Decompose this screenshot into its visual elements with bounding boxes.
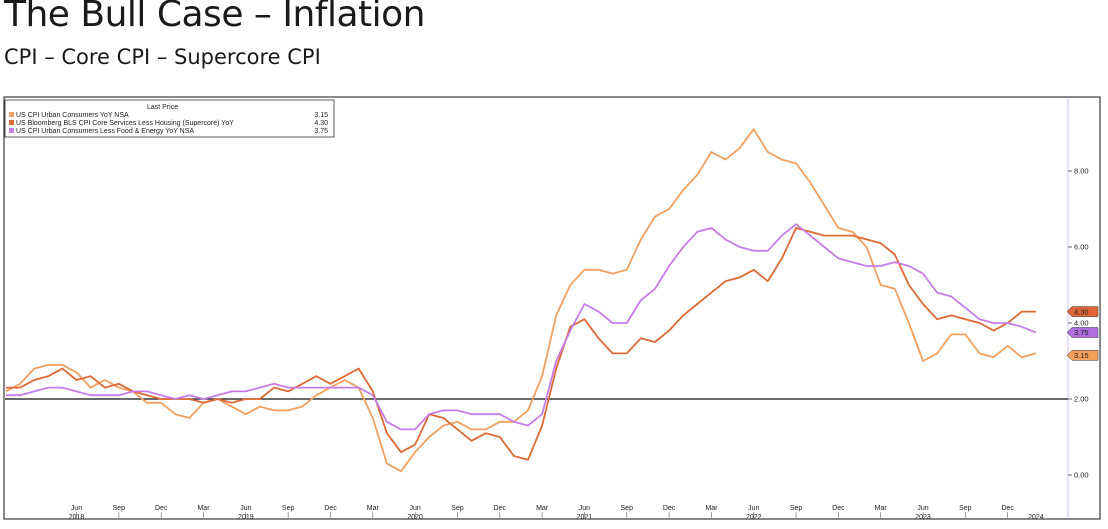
x-tick-label: Sep bbox=[959, 505, 972, 512]
page-subtitle: CPI – Core CPI – Supercore CPI bbox=[4, 45, 321, 69]
x-tick-label: Jun bbox=[71, 505, 82, 512]
x-tick-label: Mar bbox=[367, 505, 380, 512]
x-year-label: 2023 bbox=[915, 514, 931, 521]
x-year-label: 2021 bbox=[577, 514, 593, 521]
x-tick-label: Sep bbox=[282, 505, 295, 512]
x-tick-label: Dec bbox=[1001, 505, 1014, 512]
x-tick-label: Dec bbox=[494, 505, 507, 512]
x-tick-label: Sep bbox=[621, 505, 634, 512]
legend-last-price: 3.75 bbox=[314, 128, 328, 135]
y-tick-label: 8.00 bbox=[1074, 167, 1089, 176]
x-tick-label: Dec bbox=[155, 505, 168, 512]
series-line-1 bbox=[5, 128, 1037, 473]
legend-swatch bbox=[9, 112, 14, 117]
x-tick-label: Mar bbox=[197, 505, 210, 512]
y-tick-label: 0.00 bbox=[1074, 471, 1089, 480]
x-tick-label: Mar bbox=[875, 505, 888, 512]
x-year-label: 2019 bbox=[238, 514, 254, 521]
legend-last-price: 3.15 bbox=[314, 112, 328, 119]
legend-swatch bbox=[9, 128, 14, 133]
legend-last-price: 4.30 bbox=[314, 120, 328, 127]
x-tick-label: Sep bbox=[451, 505, 464, 512]
x-tick-label: Jun bbox=[409, 505, 420, 512]
series-line-3 bbox=[6, 223, 1037, 431]
legend-series-name: US CPI Urban Consumers Less Food & Energ… bbox=[16, 128, 194, 135]
page-title: The Bull Case – Inflation bbox=[4, 0, 425, 35]
legend-header: Last Price bbox=[147, 104, 178, 111]
x-tick-label: Mar bbox=[536, 505, 549, 512]
x-tick-label: Sep bbox=[790, 505, 803, 512]
chart-frame bbox=[3, 96, 1101, 520]
x-tick-label: Sep bbox=[113, 505, 126, 512]
last-price-label: 3.75 bbox=[1074, 328, 1089, 337]
last-price-tag bbox=[1066, 306, 1099, 317]
legend-series-name: US CPI Urban Consumers YoY NSA bbox=[16, 112, 129, 119]
y-tick-label: 2.00 bbox=[1074, 395, 1089, 404]
x-tick-label: Jun bbox=[240, 505, 251, 512]
x-tick-label: Jun bbox=[579, 505, 590, 512]
x-tick-label: Dec bbox=[663, 505, 676, 512]
x-tick-label: Jun bbox=[748, 505, 759, 512]
y-tick-label: 6.00 bbox=[1074, 243, 1089, 252]
legend-series-name: US Bloomberg BLS CPI Core Services Less … bbox=[16, 120, 234, 127]
x-year-label: 2020 bbox=[407, 514, 423, 521]
x-year-label: 2022 bbox=[746, 514, 762, 521]
x-year-label: 2018 bbox=[69, 514, 85, 521]
legend-swatch bbox=[9, 120, 14, 125]
x-tick-label: Mar bbox=[705, 505, 718, 512]
last-price-label: 4.30 bbox=[1074, 307, 1089, 316]
last-price-tag bbox=[1066, 350, 1099, 361]
legend: Last Price US CPI Urban Consumers YoY NS… bbox=[4, 99, 335, 138]
x-tick-label: Dec bbox=[832, 505, 845, 512]
y-tick-label: 4.00 bbox=[1074, 319, 1089, 328]
legend-box bbox=[4, 99, 335, 138]
x-tick-label: Jun bbox=[917, 505, 928, 512]
x-year-label: 2024 bbox=[1028, 514, 1044, 521]
last-price-tag bbox=[1066, 327, 1099, 338]
x-tick-label: Dec bbox=[324, 505, 337, 512]
last-price-label: 3.15 bbox=[1074, 351, 1089, 360]
